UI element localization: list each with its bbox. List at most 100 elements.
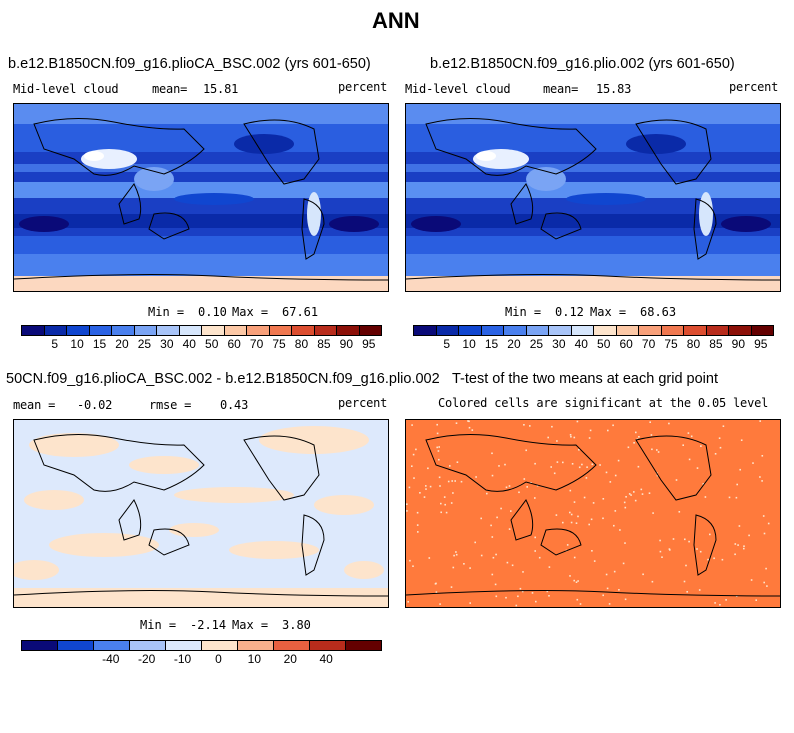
nonsignificant-cell — [698, 589, 701, 591]
nonsignificant-cell — [625, 496, 627, 498]
nonsignificant-cell — [419, 492, 421, 494]
colorbar-tick-label: 20 — [283, 652, 297, 666]
nonsignificant-cell — [569, 511, 571, 514]
panel-a-min-value: 0.10 — [198, 305, 227, 319]
nonsignificant-cell — [474, 541, 476, 544]
nonsignificant-cell — [713, 557, 715, 560]
nonsignificant-cell — [688, 458, 691, 461]
nonsignificant-cell — [434, 583, 437, 585]
colorbar-swatch — [310, 641, 346, 650]
colorbar-swatch — [292, 326, 315, 335]
nonsignificant-cell — [748, 534, 750, 537]
nonsignificant-cell — [656, 449, 658, 451]
nonsignificant-cell — [707, 558, 709, 561]
nonsignificant-cell — [452, 566, 455, 569]
nonsignificant-cell — [602, 594, 604, 597]
colorbar-swatch — [269, 326, 292, 335]
nonsignificant-cell — [718, 437, 721, 439]
nonsignificant-cell — [637, 465, 640, 468]
nonsignificant-cell — [406, 503, 408, 505]
nonsignificant-cell — [408, 486, 411, 489]
nonsignificant-cell — [440, 502, 442, 505]
panel-b-colorbar — [413, 325, 774, 336]
nonsignificant-cell — [735, 496, 738, 499]
nonsignificant-cell — [526, 486, 528, 488]
panel-a-colorbar — [21, 325, 382, 336]
colorbar-tick-label: 0 — [215, 652, 222, 666]
nonsignificant-cell — [591, 463, 594, 466]
nonsignificant-cell — [682, 444, 684, 446]
nonsignificant-cell — [602, 498, 605, 500]
nonsignificant-cell — [765, 567, 767, 570]
panel-a-mean-label: mean= — [152, 82, 188, 96]
panel-c-min-value: -2.14 — [190, 618, 227, 632]
nonsignificant-cell — [469, 567, 471, 569]
nonsignificant-cell — [624, 598, 627, 601]
nonsignificant-cell — [416, 511, 419, 514]
nonsignificant-cell — [599, 464, 601, 466]
nonsignificant-cell — [650, 434, 653, 436]
colorbar-tick-label: 30 — [160, 337, 174, 351]
nonsignificant-cell — [538, 556, 541, 559]
nonsignificant-cell — [468, 426, 471, 429]
nonsignificant-cell — [609, 481, 612, 483]
nonsignificant-cell — [605, 573, 608, 576]
panel-a-max-value: 67.61 — [282, 305, 319, 319]
nonsignificant-cell — [407, 601, 409, 603]
colorbar-tick-label: 25 — [137, 337, 152, 351]
nonsignificant-cell — [517, 595, 519, 598]
nonsignificant-cell — [661, 556, 663, 558]
colorbar-tick-label: 40 — [319, 652, 333, 666]
nonsignificant-cell — [702, 483, 705, 485]
nonsignificant-cell — [425, 485, 427, 487]
nonsignificant-cell — [763, 532, 766, 535]
nonsignificant-cell — [633, 491, 635, 493]
nonsignificant-cell — [529, 425, 531, 427]
nonsignificant-cell — [415, 448, 417, 451]
nonsignificant-cell — [416, 524, 419, 526]
nonsignificant-cell — [607, 429, 609, 432]
nonsignificant-cell — [738, 525, 741, 527]
nonsignificant-cell — [556, 440, 558, 442]
nonsignificant-cell — [618, 589, 620, 591]
colorbar-tick-label: 10 — [70, 337, 84, 351]
nonsignificant-cell — [651, 580, 654, 583]
nonsignificant-cell — [486, 492, 488, 495]
nonsignificant-cell — [652, 512, 654, 514]
colorbar-swatch — [224, 326, 247, 335]
nonsignificant-cell — [623, 501, 626, 504]
nonsignificant-cell — [714, 602, 716, 604]
colorbar-tick-label: 80 — [686, 337, 701, 351]
nonsignificant-cell — [627, 446, 630, 449]
nonsignificant-cell — [570, 435, 572, 438]
nonsignificant-cell — [453, 554, 455, 557]
nonsignificant-cell — [579, 603, 582, 605]
nonsignificant-cell — [450, 502, 453, 504]
nonsignificant-cell — [656, 474, 659, 477]
nonsignificant-cell — [553, 472, 556, 475]
panel-b-min-label: Min = — [505, 305, 542, 319]
nonsignificant-cell — [515, 604, 518, 607]
nonsignificant-cell — [450, 586, 453, 588]
panel-b-mean-value: 15.83 — [596, 82, 632, 96]
nonsignificant-cell — [678, 511, 681, 513]
colorbar-tick-label: -10 — [173, 652, 192, 666]
nonsignificant-cell — [534, 536, 536, 539]
nonsignificant-cell — [413, 477, 415, 479]
colorbar-tick-label: 25 — [529, 337, 544, 351]
nonsignificant-cell — [417, 531, 419, 533]
nonsignificant-cell — [409, 559, 411, 562]
nonsignificant-cell — [633, 442, 635, 444]
colorbar-tick-label: 15 — [484, 337, 499, 351]
nonsignificant-cell — [506, 561, 509, 564]
colorbar-swatch — [684, 326, 707, 335]
colorbar-tick-label: 20 — [115, 337, 129, 351]
colorbar-swatch — [112, 326, 135, 335]
colorbar-tick-label: 40 — [182, 337, 196, 351]
colorbar-tick-label: 70 — [249, 337, 264, 351]
nonsignificant-cell — [588, 523, 590, 526]
nonsignificant-cell — [736, 483, 738, 486]
nonsignificant-cell — [498, 465, 500, 467]
colorbar-tick-label: 50 — [205, 337, 219, 351]
nonsignificant-cell — [668, 422, 670, 425]
